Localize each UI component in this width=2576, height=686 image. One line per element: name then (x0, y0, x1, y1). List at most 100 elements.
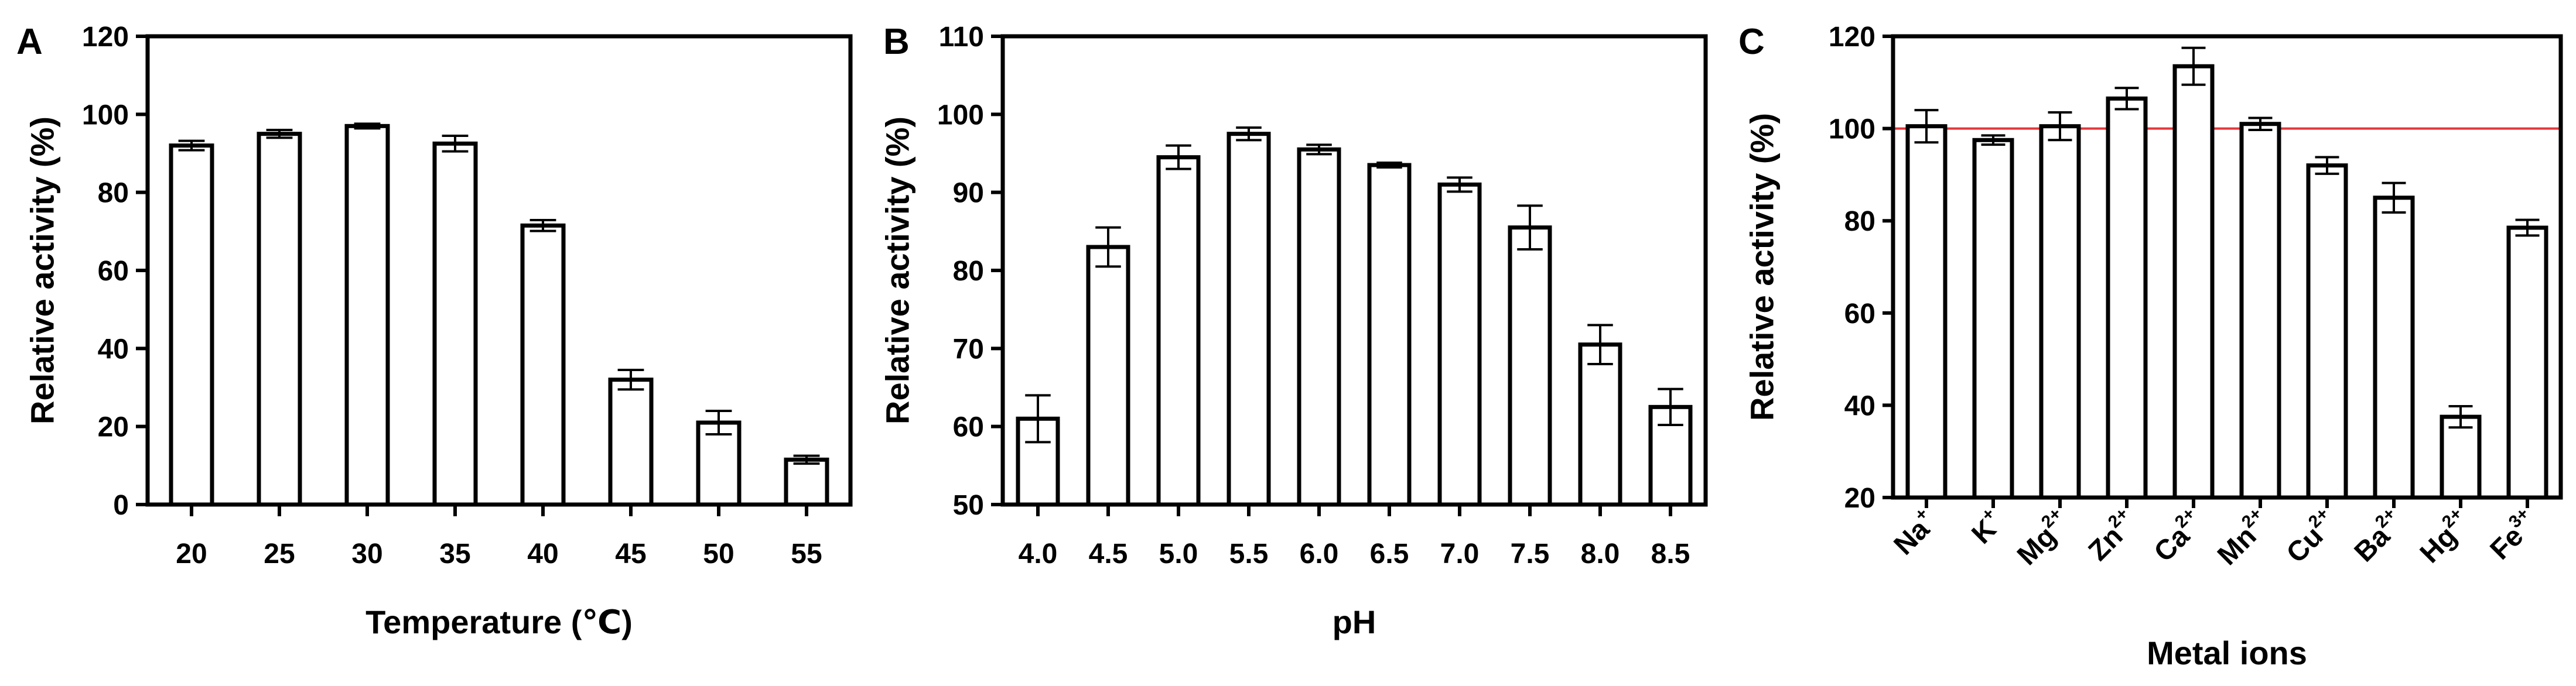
panel-a-x-tick-label: 45 (615, 538, 646, 570)
panel-c-bar (2440, 414, 2482, 500)
panel-c-x-tick-label: Na+ (1885, 504, 1943, 561)
panel-a-x-tick-label: 20 (176, 538, 207, 570)
panel-a-error-bar (442, 135, 469, 153)
panel-c-error-bar (2315, 156, 2339, 175)
panel-b-y-tick-label: 90 (953, 178, 984, 209)
panel-a-bar (257, 132, 302, 507)
panel-c-bar (2306, 163, 2348, 500)
panel-a-y-tick-label: 40 (98, 334, 129, 365)
panel-a-error-bar (354, 122, 381, 130)
panel-b-bar (1437, 182, 1482, 507)
panel-c-bar (2239, 122, 2281, 500)
panel-a-error-bar (178, 139, 205, 152)
panel-a-bar (520, 223, 566, 507)
panel-c-bar (2106, 96, 2148, 500)
panel-a-y-tick-label: 120 (82, 22, 129, 53)
panel-b-y-tick-label: 80 (953, 256, 984, 287)
panel-b-bar (1226, 132, 1271, 507)
panel-b-error-bar (1025, 394, 1051, 444)
panel-c: C Relative activity (%) Metal ions 20 40 6… (1738, 22, 2563, 671)
panel-b: B Relative activity (%) pH 50 60 70 80 90 100… (879, 22, 1708, 640)
panel-a-error-bar (705, 410, 732, 435)
panel-c-y-tick-label: 100 (1829, 114, 1875, 145)
panel-c-error-bar (2515, 218, 2540, 237)
panel-b-bar (1086, 245, 1130, 507)
panel-a-error-bar (617, 369, 644, 391)
panel-c-y-tick-label: 40 (1844, 390, 1875, 421)
panel-c-error-bar (1914, 109, 1939, 144)
panel-c-bar (1905, 124, 1948, 500)
panel-a-bar (784, 457, 829, 507)
panel-b-x-tick-label: 6.5 (1370, 538, 1409, 570)
panel-a-x-tick-label: 50 (703, 538, 734, 570)
panel-b-y-tick-label: 70 (953, 334, 984, 365)
panel-b-x-tick-label: 4.5 (1089, 538, 1128, 570)
panel-c-error-bar (2248, 116, 2273, 131)
panel-b-y-axis-title: Relative activity (%) (879, 116, 916, 424)
panel-b-bar (1648, 404, 1693, 507)
panel-c-y-axis-title: Relative activity (%) (1744, 113, 1781, 421)
panel-b-bar (1508, 225, 1552, 507)
panel-b-error-bar (1095, 226, 1121, 268)
panel-c-x-tick-label: Cu2+ (2278, 504, 2343, 569)
panel-c-x-tick-label: Mg2+ (2009, 504, 2076, 571)
panel-b-error-bar (1587, 324, 1613, 365)
panel-b-x-tick-label: 6.0 (1300, 538, 1339, 570)
panel-b-error-bar (1166, 144, 1191, 170)
panel-a-y-axis-title: Relative activity (%) (24, 116, 61, 424)
panel-a-y-tick-label: 0 (113, 490, 129, 521)
panel-b-x-tick-label: 7.5 (1511, 538, 1550, 570)
panel-a-bar (169, 143, 214, 507)
panel-a-x-tick-label: 35 (439, 538, 470, 570)
panel-c-letter: C (1738, 22, 1765, 62)
panel-c-error-bar (2114, 87, 2139, 111)
panel-b-bar (1297, 147, 1341, 507)
panel-c-x-tick-label: Hg2+ (2412, 504, 2477, 569)
panel-b-letter: B (883, 22, 910, 62)
panel-b-y-tick-label: 50 (953, 490, 984, 521)
panel-c-bar (2373, 195, 2415, 500)
panel-a-error-bar (529, 219, 556, 232)
panel-c-plot-frame (1891, 34, 2563, 500)
panel-c-x-tick-label: Zn2+ (2080, 504, 2143, 567)
panel-c-bar (2172, 64, 2215, 500)
panel-b-x-tick-label: 8.0 (1581, 538, 1620, 570)
panel-b-y-tick-label: 100 (937, 100, 984, 131)
panel-b-error-bar (1447, 176, 1473, 193)
panel-b-y-tick-label: 60 (953, 412, 984, 443)
panel-a-x-tick-label: 25 (264, 538, 295, 570)
panel-a-bar (432, 141, 478, 507)
panel-c-error-bar (2181, 46, 2206, 86)
panel-c-y-tick-label: 60 (1844, 299, 1875, 330)
panel-a-y-tick-label: 100 (82, 100, 129, 131)
panel-b-error-bar (1306, 143, 1332, 156)
panel-c-bar (1972, 138, 2014, 500)
panel-b-error-bar (1658, 387, 1683, 426)
panel-a-error-bar (266, 129, 293, 139)
panel-a-letter: A (16, 22, 43, 62)
panel-c-error-bar (2382, 181, 2406, 214)
panel-c-x-axis-title: Metal ions (2147, 634, 2307, 671)
panel-a-y-tick-label: 80 (98, 178, 129, 209)
panel-a-x-tick-label: 55 (791, 538, 822, 570)
panel-b-error-bar (1236, 126, 1262, 142)
panel-a-error-bar (793, 454, 820, 465)
panel-a-bar (608, 378, 654, 507)
panel-c-error-bar (2048, 111, 2072, 142)
panel-a-x-tick-label: 30 (351, 538, 382, 570)
panel-c-y-tick-label: 80 (1844, 206, 1875, 237)
panel-c-bar (2506, 225, 2548, 500)
panel-c-x-tick-label: Mn2+ (2209, 504, 2277, 571)
panel-c-x-tick-label: K+ (1963, 504, 2010, 550)
panel-c-x-tick-label: Ba2+ (2346, 504, 2410, 568)
panel-a-bar (344, 124, 390, 507)
panel-b-x-tick-label: 5.0 (1159, 538, 1198, 570)
panel-a-y-tick-label: 20 (98, 412, 129, 443)
panel-b-x-tick-label: 7.0 (1440, 538, 1480, 570)
panel-c-x-tick-label: Fe3+ (2482, 504, 2544, 566)
panel-b-error-bar (1517, 204, 1543, 251)
panel-b-bar (1367, 163, 1412, 507)
panel-b-y-tick-label: 110 (939, 22, 984, 53)
panel-a-y-tick-label: 60 (98, 256, 129, 287)
